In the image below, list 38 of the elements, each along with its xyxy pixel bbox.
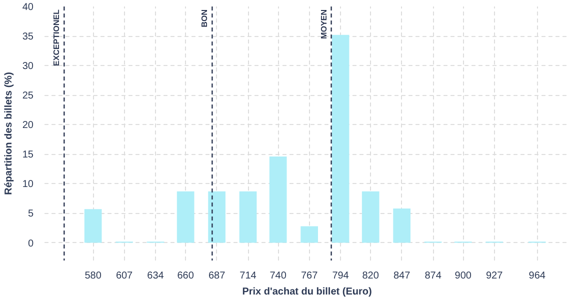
x-tick-label: 607 [116, 270, 134, 282]
x-tick-label: 900 [454, 270, 472, 282]
y-tick-label: 5 [28, 208, 34, 220]
x-tick-label: 964 [528, 270, 546, 282]
x-tick-label: 820 [362, 270, 380, 282]
x-tick-label: 927 [486, 270, 504, 282]
x-tick-label: 794 [332, 270, 350, 282]
y-axis-title: Répartition des billets (%) [3, 72, 14, 195]
x-tick-label: 660 [177, 270, 194, 282]
bar [176, 191, 194, 243]
y-tick-label: 35 [22, 32, 34, 43]
y-tick-label: 20 [22, 120, 34, 132]
x-axis-title: Prix d'achat du billet (Euro) [242, 286, 372, 298]
bar [239, 191, 257, 243]
y-tick-label: 40 [22, 2, 34, 13]
x-tick-label: 874 [424, 270, 442, 282]
x-tick-label: 714 [240, 270, 257, 282]
y-tick-label: 30 [22, 61, 34, 72]
x-tick-label: 767 [300, 270, 318, 282]
y-tick-label: 10 [22, 179, 34, 190]
bar [332, 34, 350, 243]
ref-line-label: EXCEPTIONEL [52, 9, 62, 66]
x-tick-label: 847 [393, 270, 411, 282]
x-tick-label: 634 [147, 270, 164, 282]
bar [208, 191, 226, 243]
bar [362, 191, 380, 243]
ref-line-label: BON [200, 9, 210, 28]
y-tick-label: 15 [22, 150, 34, 161]
x-tick-label: 740 [270, 270, 287, 282]
x-tick-label: 687 [208, 270, 226, 282]
bar [84, 209, 102, 243]
x-tick-label: 580 [84, 270, 102, 282]
bar [300, 226, 318, 243]
ref-line-label: MOYEN [319, 9, 328, 39]
bar [269, 156, 287, 243]
bar [393, 208, 410, 243]
y-tick-label: 0 [28, 238, 34, 250]
y-tick-label: 25 [22, 90, 34, 102]
